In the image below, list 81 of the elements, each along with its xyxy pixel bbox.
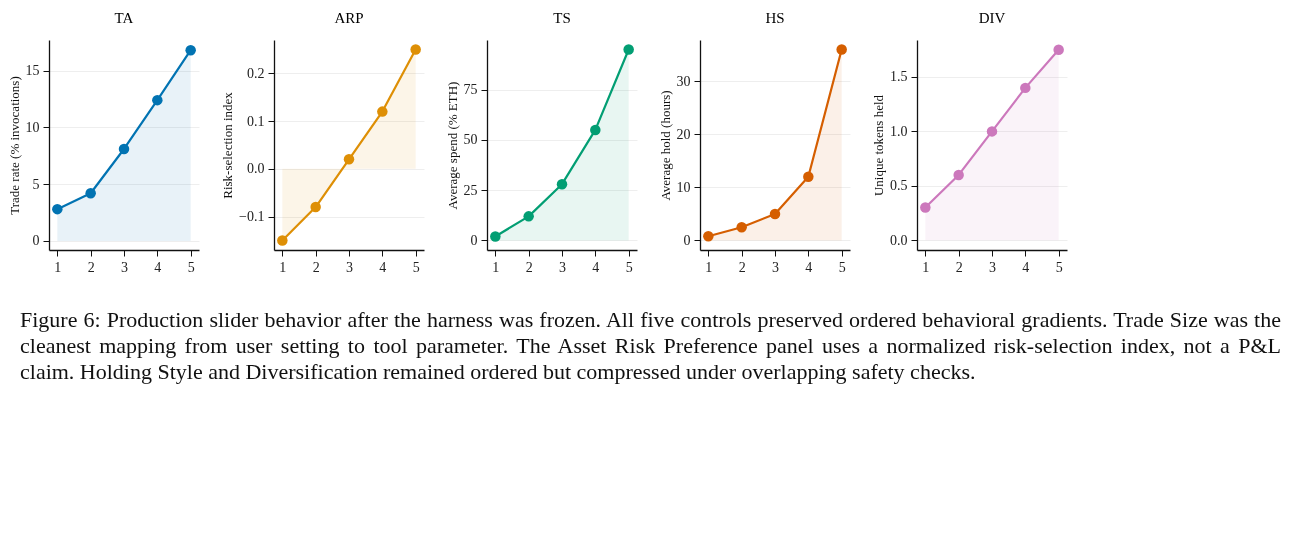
- x-tick-label: 4: [592, 259, 600, 275]
- y-tick-label: 20: [676, 126, 691, 142]
- y-tick-label: 10: [676, 179, 691, 195]
- x-tick-label: 4: [379, 259, 387, 275]
- y-tick-label: 15: [25, 63, 40, 79]
- point: [590, 124, 601, 136]
- x-tick-label: 4: [1022, 259, 1030, 275]
- y-tick-label: −0.1: [239, 209, 265, 225]
- x-tick-label: 3: [772, 259, 779, 275]
- point: [769, 208, 781, 220]
- y-axis-title: Average hold (hours): [657, 90, 673, 201]
- y-tick-label: 5: [32, 176, 40, 192]
- point: [703, 230, 714, 242]
- y-tick-label: 25: [463, 182, 478, 198]
- x-tick-label: 5: [625, 259, 633, 275]
- point: [1020, 82, 1031, 94]
- y-axis-title: Average spend (% ETH): [444, 81, 460, 210]
- x-tick-label: 4: [805, 259, 813, 275]
- y-tick-label: 1.0: [890, 123, 908, 139]
- point: [85, 188, 96, 199]
- chart-title: TS: [553, 10, 571, 26]
- y-tick-label: 0: [32, 233, 40, 249]
- x-tick-label: 5: [838, 259, 846, 275]
- point: [310, 201, 321, 213]
- x-tick-label: 3: [121, 259, 128, 275]
- point: [953, 169, 964, 181]
- chart-title: DIV: [978, 10, 1006, 26]
- point: [377, 106, 388, 117]
- point: [118, 143, 130, 155]
- point: [152, 94, 163, 106]
- y-axis-title: Risk-selection index: [220, 91, 236, 199]
- x-tick-label: 3: [989, 259, 996, 275]
- point: [836, 44, 847, 55]
- point: [920, 202, 931, 213]
- y-tick-label: 0.0: [247, 161, 265, 177]
- point: [343, 154, 355, 165]
- x-tick-label: 5: [1055, 259, 1063, 275]
- y-tick-label: 0: [470, 232, 478, 248]
- chart-title: TA: [114, 10, 134, 26]
- x-tick-label: 2: [312, 259, 320, 275]
- y-tick-label: 0: [683, 232, 691, 248]
- y-tick-label: 0.0: [890, 232, 908, 248]
- x-tick-label: 3: [346, 259, 353, 275]
- point: [277, 235, 288, 246]
- x-tick-label: 1: [279, 259, 287, 275]
- point: [490, 231, 501, 242]
- x-tick-label: 5: [412, 259, 420, 275]
- y-axis-title: Unique tokens held: [871, 94, 886, 197]
- x-tick-label: 1: [922, 259, 930, 275]
- x-tick-label: 1: [705, 259, 713, 275]
- point: [986, 126, 998, 137]
- x-tick-label: 2: [955, 259, 963, 275]
- y-tick-label: 1.5: [890, 69, 908, 85]
- y-axis-title: Trade rate (% invocations): [6, 76, 22, 215]
- point: [523, 211, 534, 222]
- chart-title: HS: [765, 10, 785, 26]
- x-tick-label: 5: [187, 259, 195, 275]
- x-tick-label: 4: [154, 259, 162, 275]
- x-tick-label: 2: [738, 259, 746, 275]
- point: [556, 178, 568, 190]
- x-tick-label: 2: [525, 259, 533, 275]
- y-tick-label: 0.1: [247, 113, 265, 129]
- point: [52, 203, 63, 215]
- y-tick-label: 0.2: [247, 65, 265, 81]
- y-tick-label: 30: [676, 73, 691, 89]
- caption: Figure 6: Production slider behavior after the harness was frozen. All five controls preserved ordered behavioral gradients. Trade Size was the cleanest mapping from user setting to tool parameter. The Asset Risk Preference panel uses a normalized risk-selection index, not a P&L claim. Holding Style and Diversification remained ordered but compressed under overlapping safety checks.: [20, 307, 1281, 385]
- y-tick-label: 0.5: [890, 178, 908, 194]
- point: [736, 221, 747, 233]
- y-tick-label: 75: [463, 82, 478, 98]
- point: [803, 171, 814, 183]
- point: [1053, 44, 1064, 56]
- x-tick-label: 3: [559, 259, 566, 275]
- chart-title: ARP: [334, 10, 364, 26]
- y-tick-label: 50: [463, 132, 478, 148]
- point: [623, 44, 634, 55]
- y-tick-label: 10: [25, 119, 40, 135]
- x-tick-label: 1: [492, 259, 500, 275]
- point: [410, 44, 421, 55]
- x-tick-label: 1: [54, 259, 62, 275]
- point: [185, 44, 196, 56]
- x-tick-label: 2: [87, 259, 95, 275]
